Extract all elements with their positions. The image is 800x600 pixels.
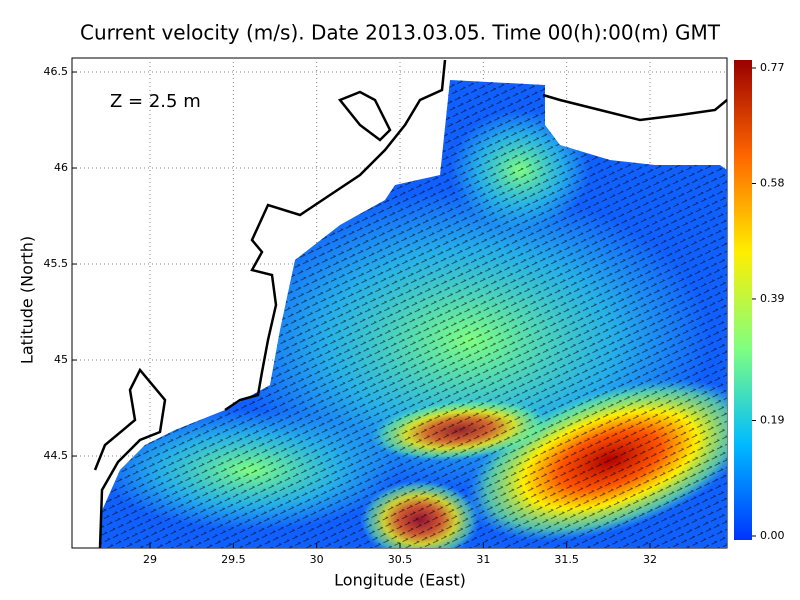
y-tick-label: 46: [54, 161, 68, 174]
colorbar-tick-label: 0.58: [760, 176, 785, 189]
x-tick-label: 30.5: [388, 553, 413, 566]
x-tick-label: 31.5: [554, 553, 579, 566]
colorbar-tick-label: 0.39: [760, 292, 785, 305]
colorbar-tick-label: 0.19: [760, 414, 785, 427]
y-tick-label: 46.5: [44, 65, 69, 78]
x-axis-label: Longitude (East): [334, 571, 466, 590]
y-axis-label: Latitude (North): [18, 236, 37, 364]
colorbar-tick-label: 0.77: [760, 61, 785, 74]
colorbar-tick-label: 0.00: [760, 529, 785, 542]
chart-title: Current velocity (m/s). Date 2013.03.05.…: [80, 21, 721, 45]
x-tick-label: 30: [310, 553, 324, 566]
x-tick-label: 29: [143, 553, 157, 566]
y-tick-label: 44.5: [44, 449, 69, 462]
y-tick-label: 45: [54, 353, 68, 366]
coastline: [93, 59, 728, 549]
annotation: Z = 2.5 m: [110, 91, 201, 112]
x-tick-label: 29.5: [221, 553, 246, 566]
colorbar: [734, 60, 752, 540]
y-tick-label: 45.5: [44, 257, 69, 270]
x-tick-label: 31: [476, 553, 490, 566]
axes: 29 29.5 30 30.5 31 31.5 32 44.5 45 45.5 46 46.5: [44, 65, 658, 566]
x-tick-label: 32: [643, 553, 657, 566]
